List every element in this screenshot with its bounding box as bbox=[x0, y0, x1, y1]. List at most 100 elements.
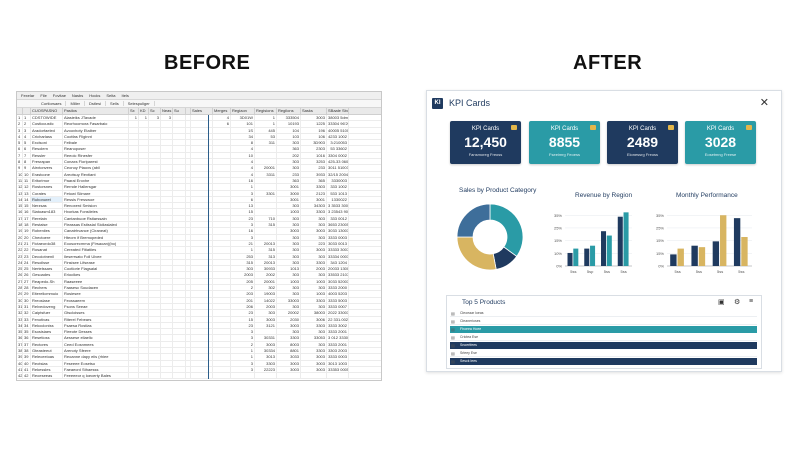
table-cell[interactable] bbox=[173, 121, 186, 127]
table-cell[interactable]: 303 bbox=[277, 291, 301, 297]
table-cell[interactable]: 3 bbox=[231, 234, 255, 240]
table-cell[interactable]: 3 012 333000 bbox=[328, 335, 349, 341]
table-row[interactable]: 34 34 Rekocloniss Fsaesa Rostlas 23 3121 3003 3… bbox=[17, 322, 381, 330]
table-cell[interactable] bbox=[191, 360, 213, 366]
table-cell[interactable] bbox=[191, 329, 213, 335]
table-row[interactable]: 30 30 Rreoslase Feossaeem 201 14022 33003 3303 3… bbox=[17, 297, 381, 304]
table-cell[interactable] bbox=[161, 360, 173, 366]
table-cell[interactable]: Felbale bbox=[63, 140, 129, 146]
table-cell[interactable] bbox=[191, 127, 213, 133]
menu-icon[interactable]: ≡ bbox=[749, 298, 754, 305]
table-cell[interactable] bbox=[139, 127, 149, 133]
table-cell[interactable]: 2030 bbox=[277, 316, 301, 322]
column-header[interactable]: Regiaon bbox=[231, 108, 255, 114]
table-cell[interactable]: 6 bbox=[213, 121, 231, 127]
table-cell[interactable]: Fsons Seeae bbox=[63, 303, 129, 310]
table-cell[interactable] bbox=[301, 373, 327, 379]
table-cell[interactable]: 35 bbox=[23, 329, 31, 335]
table-cell[interactable]: 4 bbox=[231, 159, 255, 165]
table-cell[interactable] bbox=[213, 303, 231, 310]
table-cell[interactable] bbox=[129, 285, 139, 291]
table-cell[interactable]: 233 bbox=[277, 171, 301, 177]
table-cell[interactable] bbox=[173, 115, 186, 121]
table-cell[interactable]: Restaise bbox=[31, 222, 63, 228]
table-cell[interactable]: 3303 2003 bbox=[328, 347, 349, 354]
table-cell[interactable]: Cootlorie Flagsaial bbox=[63, 266, 129, 272]
table-cell[interactable] bbox=[129, 266, 139, 272]
table-cell[interactable] bbox=[173, 341, 186, 347]
table-cell[interactable]: 7 bbox=[23, 152, 31, 159]
table-cell[interactable]: 28 bbox=[18, 285, 23, 291]
table-cell[interactable]: 3003 bbox=[301, 360, 327, 366]
table-cell[interactable] bbox=[161, 272, 173, 278]
table-cell[interactable]: 33334 0003 bbox=[328, 253, 349, 259]
table-cell[interactable]: 3303 bbox=[301, 259, 327, 266]
table-cell[interactable] bbox=[129, 259, 139, 266]
table-cell[interactable]: 7 bbox=[17, 152, 23, 159]
table-cell[interactable] bbox=[191, 159, 213, 165]
table-cell[interactable] bbox=[213, 329, 231, 335]
table-cell[interactable]: 3333 0007 bbox=[328, 303, 349, 310]
table-cell[interactable]: 3 bbox=[17, 127, 23, 133]
table-cell[interactable]: 3 bbox=[231, 335, 255, 341]
table-cell[interactable]: 3033 52003 bbox=[328, 278, 349, 285]
table-cell[interactable]: 33 bbox=[18, 316, 23, 322]
table-cell[interactable] bbox=[129, 347, 139, 354]
sheet-tab[interactable]: Sells bbox=[106, 101, 124, 106]
table-cell[interactable] bbox=[149, 335, 161, 341]
table-cell[interactable]: 3003 bbox=[301, 115, 327, 121]
table-cell[interactable]: 3303 bbox=[255, 360, 277, 366]
table-row[interactable]: 23 23 Decoiotnenil Ileserrsato Foll Ulvee 25… bbox=[17, 253, 381, 260]
table-cell[interactable]: 3303 bbox=[277, 335, 301, 341]
table-cell[interactable]: Finsisee Lifsease bbox=[63, 259, 129, 266]
table-cell[interactable]: 3121 bbox=[255, 322, 277, 329]
table-cell[interactable]: 303 bbox=[301, 234, 327, 240]
table-cell[interactable] bbox=[139, 297, 149, 303]
table-cell[interactable] bbox=[173, 335, 186, 341]
table-cell[interactable] bbox=[161, 266, 173, 272]
table-cell[interactable]: Gteasteeut bbox=[31, 347, 63, 354]
table-cell[interactable] bbox=[161, 285, 173, 291]
table-cell[interactable]: 3653 23005 bbox=[328, 222, 349, 228]
table-cell[interactable]: 15 bbox=[231, 316, 255, 322]
table-cell[interactable]: 365 bbox=[301, 177, 327, 184]
table-cell[interactable] bbox=[191, 303, 213, 310]
table-cell[interactable] bbox=[129, 272, 139, 278]
table-cell[interactable]: Rechers bbox=[31, 285, 63, 291]
column-header[interactable]: Sc bbox=[149, 108, 161, 114]
table-cell[interactable]: 202 bbox=[277, 152, 301, 159]
table-cell[interactable] bbox=[129, 184, 139, 190]
table-cell[interactable] bbox=[139, 159, 149, 165]
table-cell[interactable]: 1 bbox=[231, 354, 255, 360]
table-row[interactable]: 36 36 Resetioss Aessese eliaelic 3 30331 3303 3… bbox=[17, 335, 381, 342]
table-cell[interactable] bbox=[139, 209, 149, 215]
table-cell[interactable]: 6 bbox=[231, 196, 255, 203]
table-cell[interactable] bbox=[149, 266, 161, 272]
table-cell[interactable]: 36 bbox=[18, 335, 23, 341]
table-cell[interactable] bbox=[161, 310, 173, 316]
table-cell[interactable] bbox=[255, 196, 277, 203]
table-cell[interactable]: Rerelain bbox=[31, 215, 63, 222]
table-cell[interactable]: 104 bbox=[277, 127, 301, 133]
table-cell[interactable] bbox=[161, 329, 173, 335]
table-cell[interactable]: 21 bbox=[23, 240, 31, 247]
table-cell[interactable] bbox=[149, 272, 161, 278]
table-cell[interactable] bbox=[191, 203, 213, 209]
table-cell[interactable]: 8801 bbox=[277, 347, 301, 354]
table-cell[interactable] bbox=[255, 329, 277, 335]
table-row[interactable]: 38 38 Gteasteeut Arenoty Sfeere 1 30334 8801 33… bbox=[17, 347, 381, 355]
table-cell[interactable] bbox=[161, 366, 173, 373]
table-cell[interactable]: 303 bbox=[277, 240, 301, 247]
table-cell[interactable] bbox=[191, 322, 213, 329]
table-cell[interactable]: 303 bbox=[301, 329, 327, 335]
table-cell[interactable]: 39 bbox=[23, 354, 31, 360]
table-cell[interactable]: 3 bbox=[231, 329, 255, 335]
table-cell[interactable] bbox=[139, 303, 149, 310]
table-cell[interactable]: 3 bbox=[231, 190, 255, 196]
table-cell[interactable]: Faeaecrd Sthaesss bbox=[63, 366, 129, 373]
table-cell[interactable] bbox=[173, 127, 186, 133]
table-cell[interactable] bbox=[149, 165, 161, 171]
table-cell[interactable] bbox=[139, 278, 149, 285]
table-cell[interactable] bbox=[129, 329, 139, 335]
table-cell[interactable]: 1 bbox=[17, 115, 23, 121]
